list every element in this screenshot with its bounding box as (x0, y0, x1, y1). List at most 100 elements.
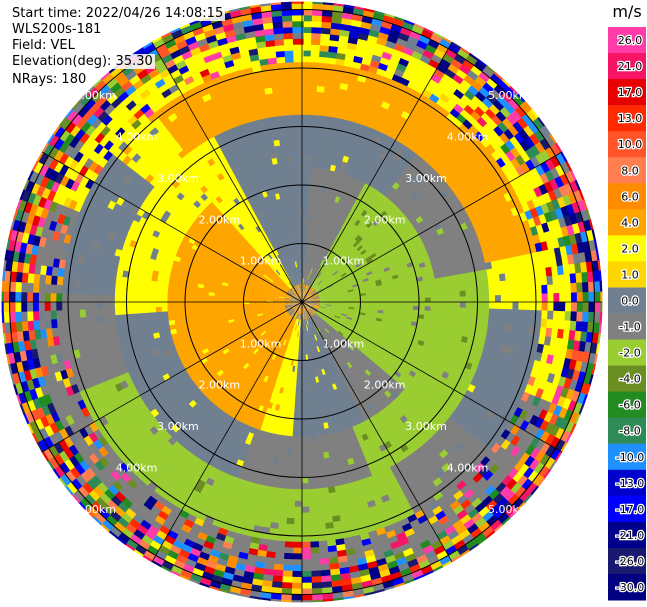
velocity-cell (313, 132, 321, 140)
velocity-cell (302, 67, 312, 74)
velocity-cell (302, 172, 308, 180)
velocity-cell (302, 20, 314, 28)
velocity-cell (328, 45, 340, 54)
velocity-cell (325, 68, 337, 77)
velocity-field (1, 1, 603, 603)
velocity-cell (302, 3, 315, 10)
velocity-cell (308, 114, 317, 122)
velocity-cell (318, 62, 329, 70)
velocity-cell (306, 161, 313, 168)
velocity-cell (302, 207, 306, 215)
velocity-cell (302, 143, 309, 150)
velocity-cell (302, 32, 314, 39)
velocity-cell (322, 9, 335, 18)
velocity-cell (324, 80, 335, 88)
velocity-cell (302, 284, 304, 291)
velocity-cell (302, 196, 307, 203)
velocity-cell (305, 266, 308, 274)
velocity-cell (329, 33, 342, 42)
velocity-cell (302, 161, 308, 168)
velocity-cell (306, 155, 314, 162)
velocity-cell (302, 178, 308, 186)
velocity-cell (302, 96, 311, 104)
velocity-cell (304, 231, 308, 238)
velocity-cell (302, 50, 313, 57)
velocity-cell (311, 32, 323, 40)
velocity-cell (304, 272, 307, 279)
velocity-cell (306, 172, 312, 180)
velocity-cell (307, 143, 314, 151)
velocity-cell (302, 219, 306, 226)
velocity-cell (313, 191, 319, 198)
velocity-cell (316, 161, 323, 169)
velocity-cell (322, 103, 331, 111)
velocity-cell (302, 295, 303, 302)
velocity-cell (302, 26, 314, 34)
velocity-cell (304, 237, 307, 244)
velocity-cell (314, 114, 323, 122)
velocity-cell (308, 208, 313, 215)
velocity-cell (302, 61, 312, 69)
velocity-cell (302, 149, 309, 156)
velocity-cell (313, 138, 321, 145)
velocity-cell (320, 27, 333, 35)
velocity-cell (302, 85, 311, 92)
velocity-cell (311, 15, 324, 22)
velocity-cell (309, 184, 315, 192)
velocity-cell (310, 50, 322, 57)
velocity-cell (304, 219, 309, 227)
velocity-cell (310, 44, 322, 52)
velocity-cell (302, 44, 313, 51)
velocity-cell (304, 266, 306, 273)
velocity-cell (302, 102, 311, 110)
velocity-cell (314, 179, 320, 187)
velocity-cell (302, 9, 314, 16)
velocity-cell (312, 3, 325, 11)
velocity-cell (309, 73, 320, 81)
velocity-cell (321, 15, 334, 23)
velocity-cell (330, 22, 343, 30)
velocity-cell (307, 137, 315, 145)
velocity-cell (302, 284, 304, 291)
velocity-cell (302, 90, 311, 98)
velocity-cell (308, 96, 318, 104)
velocity-cell (302, 166, 308, 174)
velocity-cell (313, 185, 320, 192)
velocity-cell (303, 248, 306, 256)
velocity-cell (302, 202, 307, 209)
velocity-cell (314, 120, 323, 128)
velocity-cell (327, 51, 339, 59)
velocity-cell (302, 155, 308, 162)
velocity-cell (315, 167, 322, 175)
velocity-cell (317, 68, 328, 76)
velocity-cell (310, 173, 317, 180)
velocity-cell (322, 97, 332, 106)
velocity-cell (317, 144, 325, 152)
velocity-cell (308, 196, 314, 204)
velocity-cell (310, 67, 320, 75)
velocity-cell (310, 61, 321, 69)
velocity-cell (304, 225, 308, 232)
velocity-cell (305, 208, 310, 215)
velocity-cell (302, 126, 310, 133)
velocity-cell (303, 272, 306, 279)
velocity-cell (318, 138, 326, 146)
velocity-cell (309, 91, 318, 98)
velocity-cell (302, 225, 306, 232)
velocity-cell (307, 126, 316, 133)
velocity-cell (309, 85, 319, 92)
velocity-cell (302, 55, 313, 63)
velocity-cell (311, 38, 322, 46)
velocity-cell (306, 255, 309, 262)
velocity-cell (308, 102, 318, 110)
velocity-cell (302, 190, 307, 197)
velocity-cell (305, 196, 310, 203)
velocity-cell (302, 114, 310, 121)
velocity-cell (320, 121, 329, 129)
velocity-cell (313, 126, 322, 134)
velocity-cell (308, 120, 316, 127)
velocity-cell (303, 278, 306, 285)
velocity-cell (331, 16, 344, 25)
velocity-cell (325, 74, 336, 83)
velocity-cell (303, 278, 305, 285)
